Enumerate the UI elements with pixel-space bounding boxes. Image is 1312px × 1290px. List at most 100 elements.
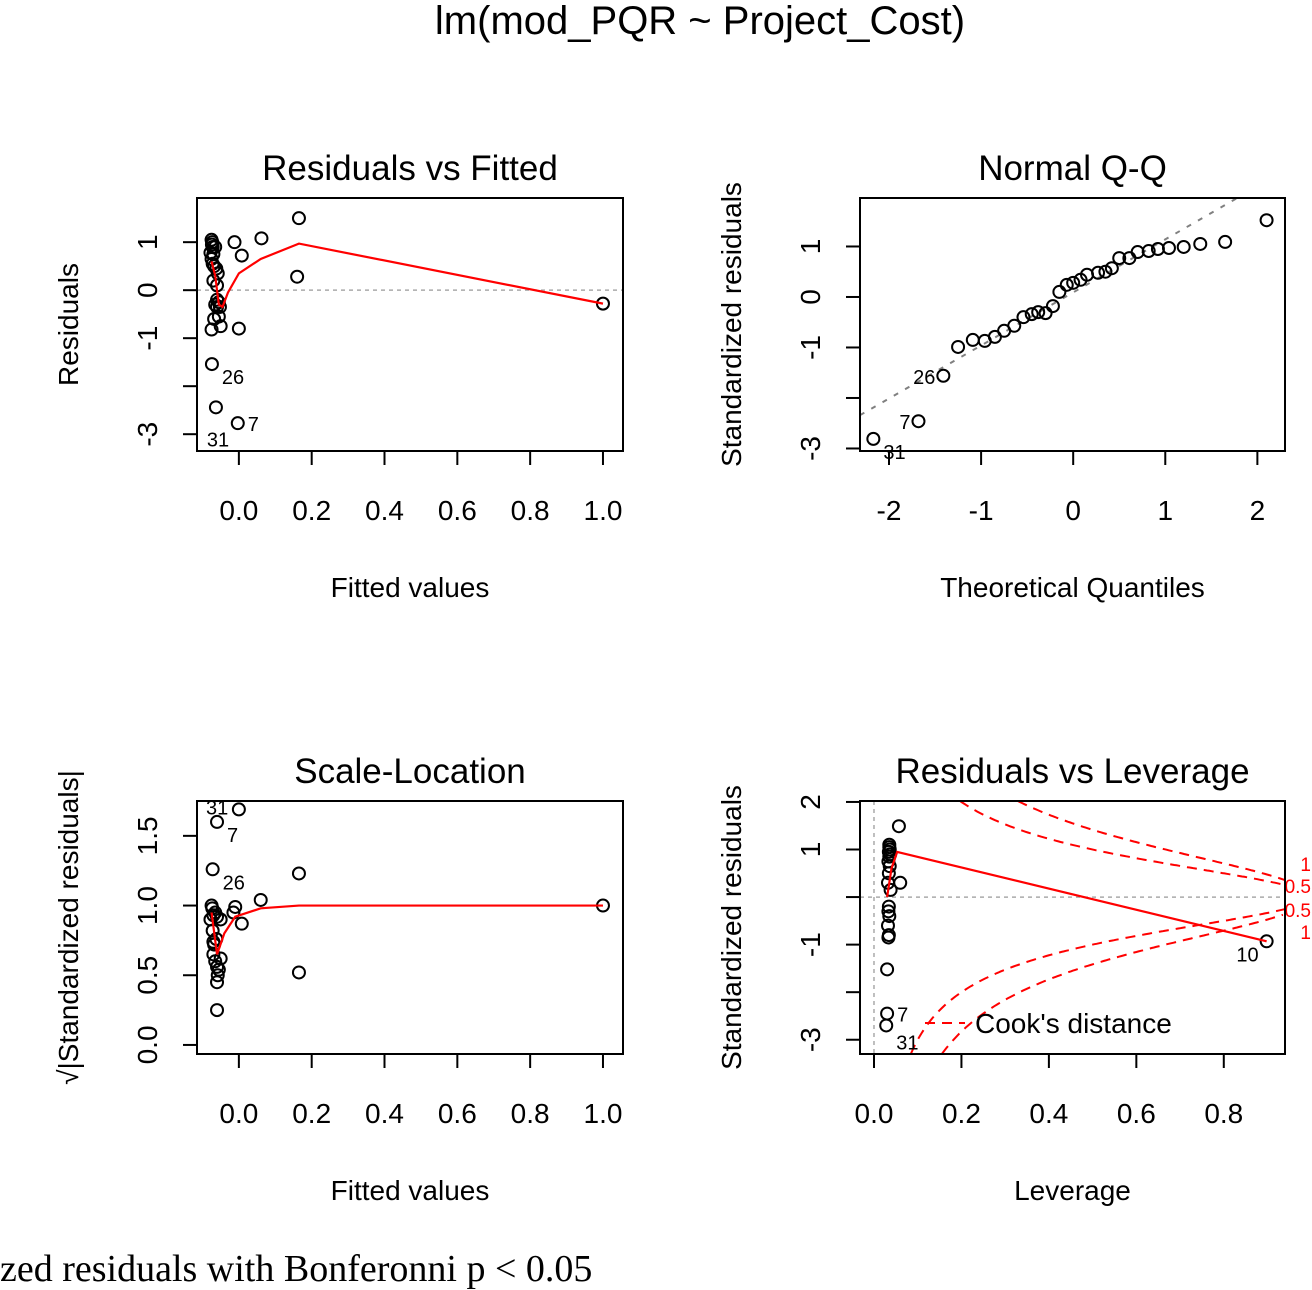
cooks-contour-label: 1 (1300, 855, 1311, 876)
panel-title: Residuals vs Leverage (895, 752, 1249, 791)
point-label: 31 (883, 442, 905, 464)
data-point (1259, 213, 1274, 228)
data-point (1218, 234, 1233, 249)
main-title: lm(mod_PQR ~ Project_Cost) (435, 0, 965, 43)
data-point (1007, 318, 1022, 333)
plot-frame (196, 197, 624, 452)
y-tick-label: -1 (795, 932, 826, 957)
panel-residuals-vs-fitted: Residuals vs Fitted Fitted values Residual… (53, 149, 624, 603)
panel-title: Scale-Location (294, 752, 526, 791)
plot-area (860, 801, 1285, 1054)
x-tick-label: 1.0 (584, 1098, 623, 1129)
data-point (208, 239, 223, 254)
data-point (881, 930, 896, 945)
smoother-line (886, 850, 1267, 943)
data-point (1016, 310, 1031, 325)
cooks-distance-contour (941, 913, 1284, 1054)
plot-area (203, 802, 610, 1018)
y-tick-label: 0.5 (132, 956, 163, 995)
data-point (230, 416, 245, 431)
x-tick-label: 0.0 (219, 495, 258, 526)
x-tick-label: 0.6 (1117, 1098, 1156, 1129)
y-axis-label: √|Standardized residuals| (53, 770, 84, 1085)
x-tick-label: 0.8 (1204, 1098, 1243, 1129)
panel-residuals-vs-leverage: Residuals vs Leverage Leverage Standardize… (716, 752, 1311, 1206)
data-point (951, 339, 966, 354)
data-point (206, 273, 221, 288)
point-label: 26 (222, 367, 244, 389)
data-point (291, 965, 306, 980)
y-tick-label: 1 (795, 842, 826, 858)
y-axis-label: Residuals (53, 263, 84, 386)
data-point (1104, 261, 1119, 276)
plot-frame (196, 800, 624, 1055)
data-point (1176, 239, 1191, 254)
y-tick-label: 0 (132, 282, 163, 298)
panel-title: Residuals vs Fitted (262, 149, 558, 188)
x-tick-label: 0.8 (511, 1098, 550, 1129)
y-tick-label: 0.0 (132, 1025, 163, 1064)
data-point (211, 309, 226, 324)
point-label: 10 (1236, 944, 1258, 966)
data-point (1052, 284, 1067, 299)
plot-frame (859, 197, 1286, 452)
data-point (965, 332, 980, 347)
x-tick-label: -2 (877, 495, 902, 526)
x-axis-label: Fitted values (331, 1175, 490, 1206)
point-label: 7 (248, 414, 259, 436)
legend-text: Cook's distance (975, 1008, 1172, 1039)
cooks-distance-contour (959, 801, 1284, 886)
x-tick-label: 0.2 (292, 1098, 331, 1129)
plot-area (860, 198, 1274, 446)
cooks-distance-contour (909, 908, 1285, 1054)
x-tick-label: 0.0 (855, 1098, 894, 1129)
footer-caption: zed residuals with Bonferonni p < 0.05 (0, 1248, 592, 1290)
point-label: 31 (896, 1032, 918, 1054)
data-point (212, 299, 227, 314)
x-tick-label: 1 (1157, 495, 1173, 526)
plot-frame (859, 800, 1286, 1055)
panel-scale-location: Scale-Location Fitted values √|Standardize… (53, 752, 624, 1206)
y-tick-label: 1 (795, 239, 826, 255)
x-tick-label: 0.2 (292, 495, 331, 526)
point-label: 31 (206, 797, 228, 819)
data-point (253, 892, 268, 907)
data-point (1112, 251, 1127, 266)
data-point (1066, 275, 1081, 290)
y-tick-label: -1 (132, 326, 163, 351)
data-point (891, 819, 906, 834)
data-point (883, 882, 898, 897)
point-label: 7 (899, 412, 910, 434)
cooks-contour-label: 1 (1300, 923, 1311, 944)
y-tick-label: 2 (795, 794, 826, 810)
data-point (206, 947, 221, 962)
data-point (210, 968, 225, 983)
data-point (204, 322, 219, 337)
point-label: 7 (227, 825, 238, 847)
x-tick-label: 0.4 (365, 1098, 404, 1129)
data-point (893, 875, 908, 890)
y-tick-label: -1 (795, 335, 826, 360)
panel-title: Normal Q-Q (978, 149, 1167, 188)
data-point (866, 431, 881, 446)
data-point (290, 269, 305, 284)
y-tick-label: -3 (795, 1027, 826, 1052)
data-point (882, 909, 897, 924)
data-point (880, 1006, 895, 1021)
y-axis-label: Standardized residuals (716, 785, 747, 1070)
data-point (213, 319, 228, 334)
x-tick-label: 0.0 (219, 1098, 258, 1129)
data-point (291, 866, 306, 881)
x-axis-label: Fitted values (331, 572, 490, 603)
data-point (227, 235, 242, 250)
smoother-line (210, 242, 604, 309)
x-tick-label: 0 (1065, 495, 1081, 526)
x-axis-label: Leverage (1014, 1175, 1131, 1206)
data-point (882, 859, 897, 874)
y-tick-label: -3 (795, 436, 826, 461)
y-tick-label: 1 (132, 234, 163, 250)
data-point (1038, 306, 1053, 321)
x-tick-label: 0.4 (1029, 1098, 1068, 1129)
y-tick-label: 1.0 (132, 886, 163, 925)
